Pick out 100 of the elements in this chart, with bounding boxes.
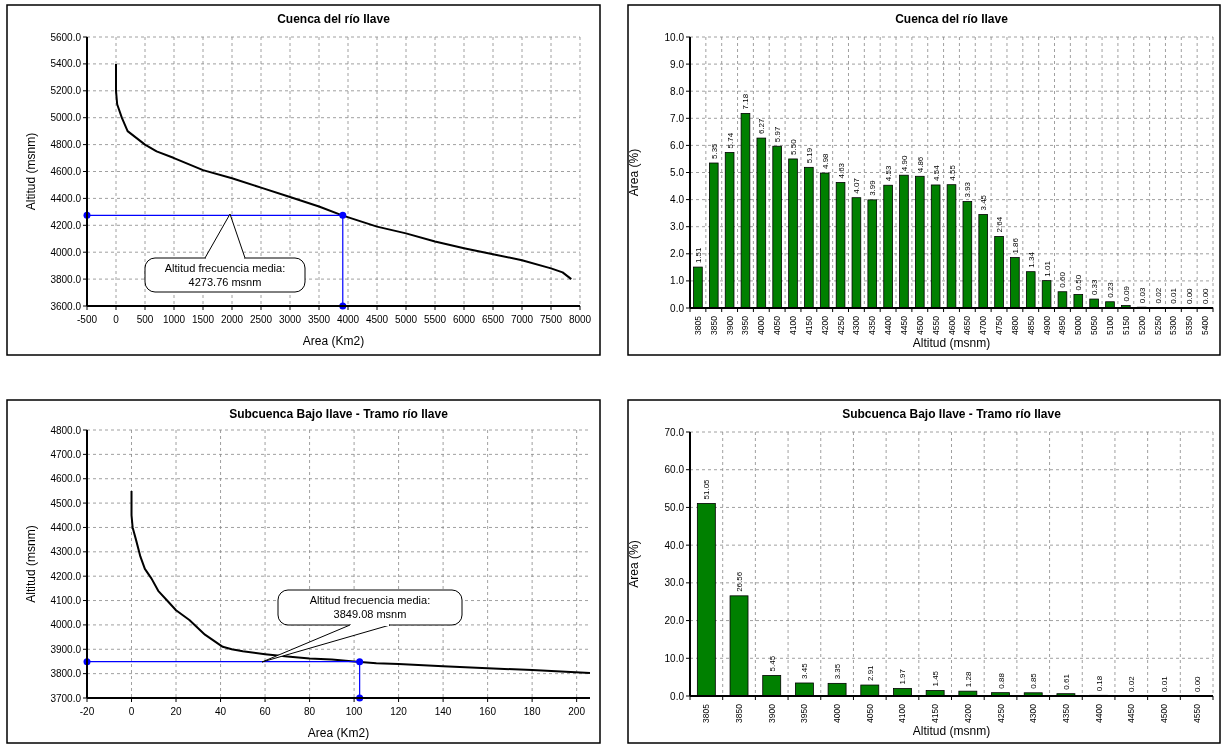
data-label: 2.64 (995, 216, 1005, 233)
data-label: 0.02 (1153, 287, 1163, 304)
x-tick-label: 4150 (803, 315, 814, 335)
x-tick-label: 140 (434, 706, 452, 717)
x-tick-label: 4500 (365, 314, 389, 325)
x-tick-label: 4600 (946, 315, 957, 335)
y-tick-label: 30.0 (664, 577, 685, 589)
x-tick-label: 120 (390, 706, 408, 717)
data-label: 4.86 (915, 156, 925, 173)
data-label: 0.33 (1090, 278, 1100, 296)
y-tick-label: 70.0 (664, 426, 685, 438)
x-tick-label: 500 (136, 314, 154, 325)
x-tick-label: 4550 (1191, 703, 1202, 723)
x-tick-label: 2000 (220, 314, 244, 325)
data-label: 4.90 (899, 155, 909, 172)
data-label: 1.97 (898, 668, 908, 685)
x-tick-label: -500 (76, 314, 98, 325)
x-tick-label: 6000 (452, 314, 476, 325)
data-label: 0.60 (1058, 271, 1068, 288)
x-tick-label: 3000 (278, 314, 302, 325)
x-tick-label: 4200 (819, 315, 830, 335)
x-tick-label: 3900 (766, 703, 777, 723)
x-tick-label: 1500 (191, 314, 215, 325)
y-tick-label: 4100.0 (50, 595, 82, 607)
data-label: 5.35 (709, 142, 719, 160)
x-tick-label: 5000 (1073, 315, 1084, 335)
x-tick-label: 4050 (772, 315, 783, 335)
data-label: 0.09 (1121, 285, 1131, 302)
data-label: 5.19 (804, 147, 814, 164)
data-label: 51.05 (702, 478, 712, 500)
y-tick-label: 4000.0 (50, 246, 82, 258)
data-label: 3.45 (979, 194, 989, 211)
x-tick-label: 5000 (394, 314, 418, 325)
y-tick-label: 10.0 (664, 31, 685, 43)
x-tick-label: 4850 (1025, 315, 1036, 335)
data-label: 0.02 (1127, 675, 1137, 692)
x-tick-label: 180 (523, 706, 541, 717)
data-label: 4.55 (947, 164, 957, 181)
data-label: 7.18 (741, 93, 751, 110)
y-tick-label: 5600.0 (50, 31, 82, 43)
y-tick-label: 4400.0 (50, 192, 82, 204)
x-tick-label: 3900 (724, 315, 735, 335)
data-label: 6.27 (757, 117, 767, 135)
y-tick-label: 3800.0 (50, 273, 82, 285)
data-label: 4.98 (820, 152, 830, 170)
data-label: 0.01 (1169, 287, 1179, 304)
data-label: 0.50 (1074, 274, 1084, 291)
data-label: 4.63 (836, 162, 846, 179)
data-label: 1.45 (931, 670, 941, 687)
x-tick-label: 3805 (701, 703, 712, 723)
y-tick-label: 6.0 (670, 139, 685, 151)
data-label: 0.23 (1105, 281, 1115, 298)
x-tick-label: 60 (259, 706, 272, 717)
x-tick-label: 4100 (897, 703, 908, 723)
x-tick-label: 200 (568, 706, 586, 717)
x-tick-label: 3805 (692, 315, 703, 335)
y-tick-label: 4500.0 (50, 497, 82, 509)
chart-title: Cuenca del río Ilave (277, 12, 391, 26)
y-tick-label: 20.0 (664, 615, 685, 627)
x-tick-label: 4000 (832, 703, 843, 723)
data-label: 1.28 (963, 671, 973, 688)
y-tick-label: 4200.0 (50, 219, 82, 231)
data-label: 1.01 (1042, 260, 1052, 277)
x-tick-label: 80 (304, 706, 316, 717)
x-tick-label: 6500 (481, 314, 505, 325)
x-tick-label: 5050 (1089, 315, 1100, 335)
x-tick-label: 0 (128, 706, 135, 717)
y-tick-label: 4800.0 (50, 139, 82, 151)
x-tick-label: 3950 (740, 315, 751, 335)
data-label: 2.91 (865, 664, 875, 682)
x-tick-label: 3950 (799, 703, 810, 723)
data-label: 0.85 (1029, 672, 1039, 689)
x-tick-label: 4450 (1126, 703, 1137, 723)
y-tick-label: 4400.0 (50, 521, 82, 533)
y-tick-label: 3700.0 (50, 692, 82, 704)
y-tick-label: 0.0 (670, 302, 685, 314)
x-tick-label: 4250 (995, 703, 1006, 723)
x-tick-label: 4400 (1093, 703, 1104, 723)
x-tick-label: 5500 (423, 314, 447, 325)
x-tick-label: 4100 (788, 315, 799, 335)
x-tick-label: 4900 (1041, 315, 1052, 335)
x-tick-label: 4350 (867, 315, 878, 335)
data-label: 0.01 (1159, 675, 1169, 692)
x-tick-label: 8000 (568, 314, 592, 325)
y-tick-label: 4.0 (670, 194, 685, 206)
y-axis-title: Altitud (msnm) (24, 525, 38, 603)
data-label: 3.45 (800, 662, 810, 679)
y-tick-label: 4200.0 (50, 570, 82, 582)
x-tick-label: 2500 (249, 314, 273, 325)
x-tick-label: 4000 (756, 315, 767, 335)
x-axis-title: Area (Km2) (307, 726, 370, 740)
data-label: 0.00 (1185, 287, 1195, 304)
y-tick-label: 3800.0 (50, 668, 82, 680)
x-axis-title: Altitud (msnm) (912, 336, 991, 350)
data-label: 1.51 (693, 246, 703, 264)
annotation: Altitud frecuencia media: 3849.08 msnm (309, 594, 431, 621)
data-label: 4.53 (884, 165, 894, 182)
x-tick-label: 4050 (864, 703, 875, 723)
x-tick-label: 3500 (307, 314, 331, 325)
y-axis-title: Area (%) (627, 148, 641, 197)
